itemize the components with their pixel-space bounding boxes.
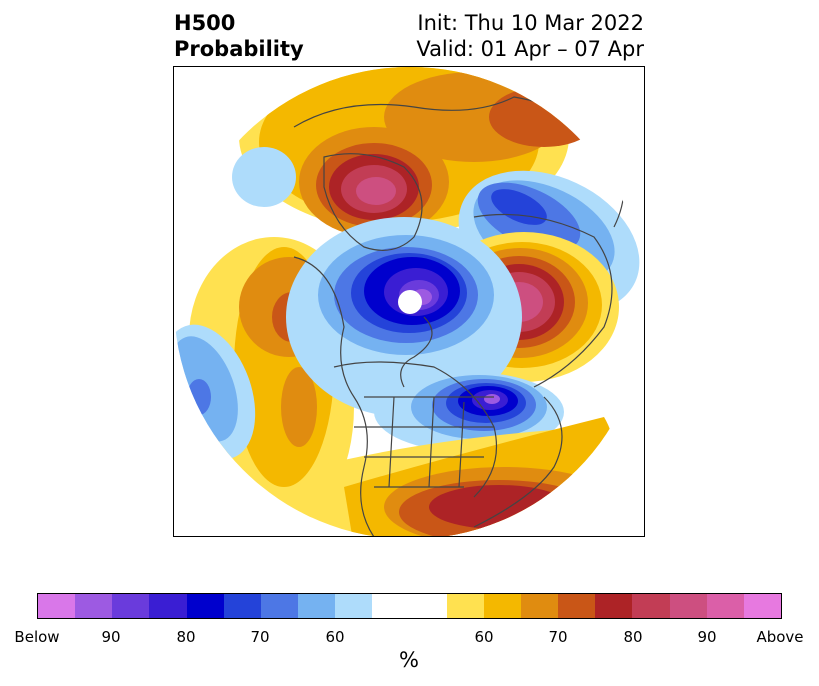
init-date: Init: Thu 10 Mar 2022 [417,11,644,35]
colorbar-segment [446,594,484,618]
colorbar-tick-label: 70 [250,628,270,646]
title-product: Probability [174,37,304,61]
colorbar-tick-label: 60 [474,628,494,646]
colorbar-segment [706,594,744,618]
colorbar-segment [186,594,224,618]
colorbar-tick-label: 60 [325,628,345,646]
colorbar-segment [75,594,113,618]
colorbar [37,593,782,619]
colorbar-segment [558,594,596,618]
colorbar-segment [595,594,633,618]
title-left: H500 Probability [174,10,304,62]
colorbar-tick-label: 90 [697,628,717,646]
colorbar-tick-label: 80 [176,628,196,646]
colorbar-segment [149,594,187,618]
colorbar-segment [483,594,522,618]
title-variable: H500 [174,11,236,35]
map-fields [174,67,644,536]
colorbar-segment [223,594,261,618]
colorbar-segment [743,594,782,618]
colorbar-segment [632,594,670,618]
colorbar-segment [669,594,707,618]
colorbar-tick-label: 80 [623,628,643,646]
valid-range: Valid: 01 Apr – 07 Apr [416,37,644,61]
map-panel [173,66,645,537]
colorbar-tick-label: Above [756,628,804,646]
below-center-north-pole [286,217,522,417]
colorbar-segment [521,594,559,618]
colorbar-segment [335,594,373,618]
colorbar-tick-label: 70 [548,628,568,646]
colorbar-unit-label: % [399,648,419,672]
probability-map [174,67,644,536]
below-center-hudson-bay [374,372,564,452]
colorbar-segment [38,594,76,618]
colorbar-tick-label: 90 [101,628,121,646]
colorbar-segment-neutral [372,594,447,618]
colorbar-segment [112,594,150,618]
title-right: Init: Thu 10 Mar 2022 Valid: 01 Apr – 07… [416,10,644,62]
coastlines [293,96,625,536]
colorbar-segment [298,594,336,618]
colorbar-segment [260,594,299,618]
colorbar-tick-label: Below [14,628,60,646]
below-patch-west [232,147,296,207]
